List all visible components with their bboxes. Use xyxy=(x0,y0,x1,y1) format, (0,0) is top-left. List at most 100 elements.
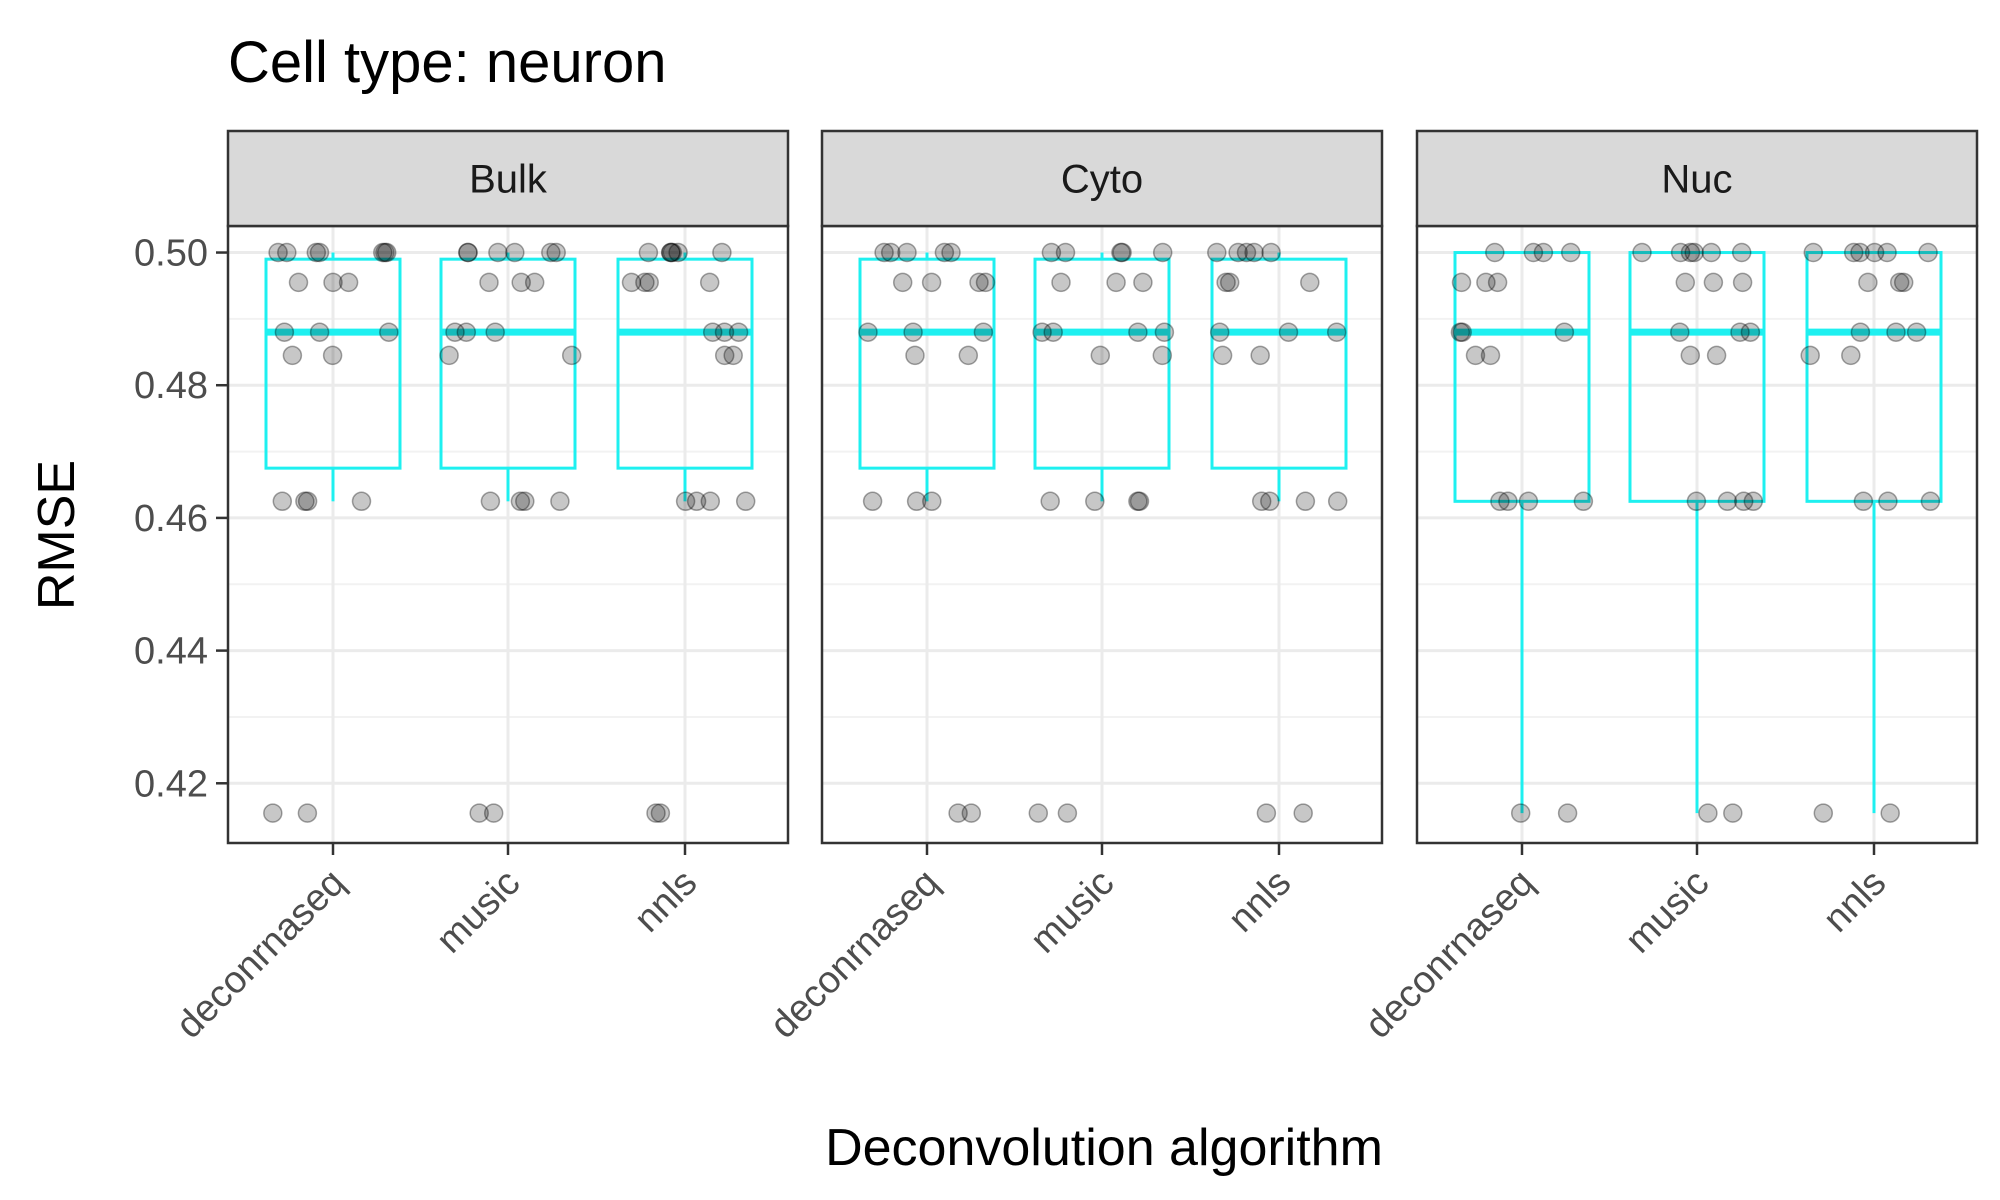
box-iqr xyxy=(264,257,402,470)
data-point xyxy=(1055,242,1076,263)
data-point xyxy=(728,322,749,342)
data-point xyxy=(1723,803,1743,823)
strip-background xyxy=(226,129,790,228)
data-point xyxy=(445,322,465,342)
data-point xyxy=(297,803,318,823)
x-tick-label: music xyxy=(1022,862,1122,962)
data-point xyxy=(1451,272,1472,293)
data-point xyxy=(1041,242,1062,263)
box-iqr xyxy=(1210,257,1348,470)
data-point xyxy=(858,322,878,342)
data-point xyxy=(272,491,293,512)
data-point xyxy=(874,242,894,263)
data-point xyxy=(1800,345,1820,366)
box-music xyxy=(1628,251,1766,814)
x-tick-label: deconrnaseq xyxy=(762,862,947,1047)
data-point xyxy=(1850,322,1871,342)
data-point xyxy=(505,242,525,263)
data-point xyxy=(546,242,566,263)
data-point xyxy=(1028,803,1049,823)
data-point xyxy=(1326,322,1347,342)
data-point xyxy=(1236,242,1257,263)
data-point xyxy=(485,322,505,342)
data-point xyxy=(1300,272,1320,293)
data-point xyxy=(1554,322,1575,342)
data-point xyxy=(1533,242,1554,263)
strip-background xyxy=(820,129,1384,228)
box-nnls xyxy=(1210,252,1348,502)
data-point xyxy=(479,272,499,293)
data-point xyxy=(880,242,901,263)
data-point xyxy=(661,242,681,263)
data-point xyxy=(1040,491,1060,512)
data-point xyxy=(483,803,504,823)
facet-panel-nuc: Nuc deconrnaseq music nnls xyxy=(1357,129,1979,1047)
data-point xyxy=(1740,322,1761,342)
data-point xyxy=(524,272,545,293)
x-tick-label: deconrnaseq xyxy=(1357,862,1542,1047)
data-point xyxy=(941,242,961,263)
data-point xyxy=(488,242,508,263)
y-tick-label: 0.48 xyxy=(134,365,208,407)
data-point xyxy=(662,242,683,263)
data-point xyxy=(1686,491,1707,512)
data-point xyxy=(714,345,735,366)
box-iqr xyxy=(616,257,754,470)
data-point xyxy=(1560,242,1581,263)
data-point xyxy=(906,491,927,512)
data-point xyxy=(1518,491,1539,512)
facet-panels: Bulk deconrnaseq music nnls Cyto deconrnaseq m… xyxy=(134,129,1979,1047)
data-point xyxy=(635,272,655,293)
data-point xyxy=(282,345,303,366)
data-point xyxy=(1886,322,1906,342)
data-point xyxy=(1476,272,1496,293)
data-point xyxy=(1043,322,1063,342)
data-point xyxy=(948,803,968,823)
data-point xyxy=(675,491,696,512)
box-iqr xyxy=(1453,251,1591,503)
data-point xyxy=(650,803,671,823)
data-point xyxy=(1706,345,1727,366)
data-point xyxy=(1843,242,1864,263)
chart-title: Cell type: neuron xyxy=(228,30,666,95)
data-point xyxy=(646,803,666,823)
data-point xyxy=(897,242,917,263)
data-point xyxy=(1129,491,1150,512)
strip-label-cyto: Cyto xyxy=(1061,158,1143,202)
data-point xyxy=(1128,322,1148,342)
data-point xyxy=(515,491,535,512)
data-point xyxy=(1480,345,1501,366)
data-point xyxy=(961,803,982,823)
data-point xyxy=(1032,322,1052,342)
data-point xyxy=(309,322,330,342)
data-point xyxy=(297,491,318,512)
box-iqr xyxy=(439,257,577,470)
data-point xyxy=(934,242,955,263)
data-point xyxy=(379,322,399,342)
data-point xyxy=(1632,242,1652,263)
data-point xyxy=(1128,491,1148,512)
data-point xyxy=(1850,242,1870,263)
data-point xyxy=(1918,242,1938,263)
data-point xyxy=(1680,345,1701,366)
data-point xyxy=(975,272,996,293)
data-point xyxy=(1112,242,1132,263)
data-point xyxy=(699,272,720,293)
data-point xyxy=(686,491,707,512)
data-point xyxy=(1106,272,1126,293)
data-point xyxy=(973,322,994,342)
data-point xyxy=(638,242,659,263)
data-point xyxy=(1893,272,1914,293)
data-point xyxy=(1684,242,1704,263)
data-point xyxy=(1261,242,1281,263)
x-tick-label: nnls xyxy=(1220,862,1299,941)
data-point xyxy=(1090,345,1111,366)
data-point xyxy=(1209,322,1230,342)
data-point xyxy=(295,491,315,512)
data-point xyxy=(1154,322,1175,342)
data-point xyxy=(735,491,756,512)
data-point xyxy=(274,322,295,342)
data-point xyxy=(1743,491,1764,512)
data-point xyxy=(1295,491,1316,512)
data-point xyxy=(922,491,942,512)
